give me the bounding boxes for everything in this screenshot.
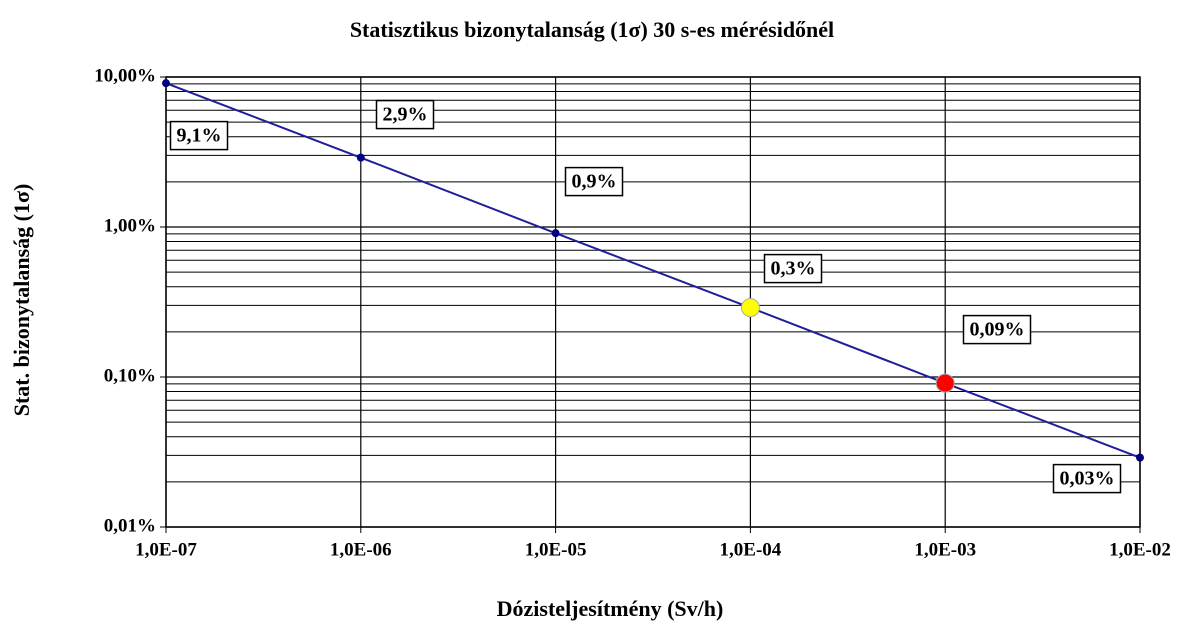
marker xyxy=(551,229,560,238)
data-label: 0,03% xyxy=(1060,468,1115,490)
x-tick-label: 1,0E-04 xyxy=(720,539,782,560)
marker xyxy=(356,153,365,162)
marker xyxy=(935,373,955,393)
marker xyxy=(1136,453,1144,462)
y-tick-label: 10,00% xyxy=(94,65,156,86)
x-tick-label: 1,0E-05 xyxy=(525,539,587,560)
data-label-box xyxy=(375,99,435,130)
marker xyxy=(740,298,760,318)
x-tick-label: 1,0E-02 xyxy=(1109,539,1171,560)
x-axis-label: Dózisteljesítmény (Sv/h) xyxy=(497,596,724,621)
x-tick-label: 1,0E-07 xyxy=(135,539,197,560)
y-tick-label: 0,01% xyxy=(104,515,156,536)
data-label-box xyxy=(564,166,624,197)
data-label: 9,1% xyxy=(177,125,222,147)
marker xyxy=(162,79,170,88)
y-tick-label: 1,00% xyxy=(104,215,156,236)
data-label: 0,9% xyxy=(572,171,617,193)
x-tick-label: 1,0E-06 xyxy=(330,539,392,560)
y-axis-label: Stat. bizonytalanság (1σ) xyxy=(9,184,34,417)
plot-frame xyxy=(165,76,1141,528)
chart-title: Statisztikus bizonytalanság (1σ) 30 s-es… xyxy=(350,17,834,42)
data-label: 2,9% xyxy=(383,104,428,126)
y-tick-label: 0,10% xyxy=(104,365,156,386)
line xyxy=(165,82,1141,459)
data-label: 0,3% xyxy=(771,258,816,280)
data-label: 0,09% xyxy=(970,319,1025,341)
data-label-box xyxy=(763,253,823,284)
x-tick-label: 1,0E-03 xyxy=(914,539,976,560)
data-label-box xyxy=(1052,463,1122,494)
data-label-box xyxy=(169,120,229,151)
data-label-box xyxy=(962,314,1032,345)
